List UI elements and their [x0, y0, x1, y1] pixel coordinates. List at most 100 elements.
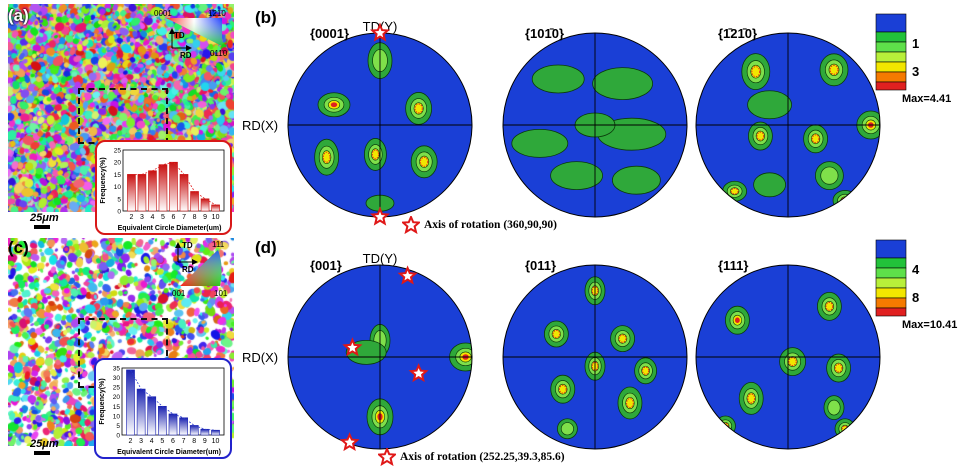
hist-xtick: 7 [182, 214, 186, 221]
ipf-corner-0001: 0001 [154, 9, 172, 18]
hist-xtick: 2 [129, 214, 133, 221]
hist-ytick: 30 [113, 375, 121, 382]
pf-dashed-ring [414, 103, 423, 114]
hist-xtick: 8 [193, 214, 197, 221]
pf-pole-label: {101̄0} [525, 26, 564, 41]
hist-ytick: 0 [117, 209, 121, 216]
ipf-key-c: 111 001 101 TD RD [172, 240, 228, 298]
hist-xtick: 10 [212, 214, 220, 221]
pf-contour [840, 196, 850, 205]
pf-dashed-ring [371, 149, 379, 160]
pf-contour [715, 415, 736, 437]
histogram-a: 0 5 10 15 20 25 2 3 4 5 6 7 8 9 10 Frequency(%) Equivale… [95, 140, 232, 235]
pf-outline [502, 32, 688, 218]
td-axis-c: TD [182, 241, 193, 250]
pf-contour [560, 422, 574, 436]
rd-label: RD(X) [242, 118, 278, 133]
pf-contour [611, 165, 661, 195]
hist-xtick: 6 [172, 214, 176, 221]
hist-xtick: 9 [203, 438, 207, 445]
colorbar-d-tick-8: 8 [912, 290, 919, 305]
hist-trend-line [131, 161, 216, 206]
pf-contour [718, 419, 732, 433]
hist-ytick: 5 [116, 423, 120, 430]
ipf-corner-0110: 011̄0 [210, 49, 228, 58]
hist-ytick: 5 [117, 196, 121, 203]
ipf-corner-111: 111 [212, 240, 225, 249]
hist-bar [190, 191, 199, 212]
hist-ytick: 10 [113, 413, 121, 420]
hist-xtick: 6 [171, 438, 175, 445]
ipf-key-a: 0001 1̄21̄0 011̄0 TD RD [154, 9, 228, 60]
rotation-note-b: Axis of rotation (360,90,90) [402, 216, 557, 234]
hist-bar [179, 174, 189, 212]
star-icon [378, 448, 396, 466]
hist-xtick: 2 [129, 438, 133, 445]
pf-dashed-ring [730, 187, 739, 195]
scalebar-c: 25μm [30, 438, 59, 455]
hist-bar [148, 170, 157, 212]
pf-pole-label: {001} [310, 258, 342, 273]
pf-dashed-ring [834, 363, 843, 373]
colorbar-b-tick-1: 1 [912, 36, 919, 51]
star-icon [402, 216, 420, 234]
colorbar-d: 4 8 Max=10.41 [875, 239, 957, 331]
histogram-c: 0 5 10 15 20 25 30 35 2 3 4 5 6 7 8 9 10 Frequency(%) Equi… [94, 358, 232, 459]
pf-dashed-ring [811, 134, 820, 144]
pf-dashed-ring [618, 334, 627, 343]
td-label: TD(Y) [363, 251, 398, 266]
hist-bar [200, 198, 210, 212]
rotation-star-icon [342, 337, 363, 357]
hist-trend-line [130, 369, 216, 431]
colorbar-d-max: Max=10.41 [902, 319, 957, 331]
pf-dashed-ring [552, 329, 561, 339]
pf-dashed-ring [788, 357, 797, 366]
rd-axis-c: RD [182, 265, 194, 274]
pf-outline [502, 264, 688, 450]
pf-contour [550, 161, 604, 191]
rd-label: RD(X) [242, 350, 278, 365]
rotation-star-icon [369, 22, 391, 42]
hist-bar [127, 174, 136, 212]
hist-ytick: 20 [114, 160, 122, 167]
pf-dashed-ring [420, 156, 429, 167]
ipf-corner-1210: 1̄21̄0 [208, 9, 226, 18]
hist-ytick: 35 [113, 366, 121, 373]
pole-figures-b: {0001}{101̄0}{1̄21̄0}TD(Y)RD(X) [242, 19, 881, 226]
rotation-note-d: Axis of rotation (252.25,39.3,85.6) [378, 448, 565, 466]
rotation-note-b-text: Axis of rotation (360,90,90) [424, 219, 557, 231]
hist-xtick: 3 [140, 214, 144, 221]
pf-pole-label: {0001} [310, 26, 349, 41]
pf-contour [592, 67, 654, 100]
hist-bar [147, 396, 157, 436]
hist-ytick: 15 [114, 172, 122, 179]
hist-xtick: 7 [182, 438, 186, 445]
pf-outline [695, 264, 881, 450]
hist-xtick: 10 [212, 438, 220, 445]
pf-dashed-ring [825, 302, 834, 311]
pf-outline [287, 264, 473, 450]
ipf-corner-101: 101 [214, 289, 228, 298]
pf-dashed-ring [558, 384, 567, 394]
hist-ytick: 15 [113, 404, 121, 411]
panel-c-label: (c) [8, 238, 29, 257]
hist-xlabel: Equivalent Circle Diameter(um) [118, 225, 222, 232]
pf-contour [641, 365, 650, 376]
hist-xtick: 5 [160, 438, 164, 445]
hist-ytick: 25 [113, 385, 121, 392]
hist-bar [179, 417, 188, 436]
colorbar-b: 1 3 Max=4.41 [875, 13, 951, 105]
pf-contour [747, 90, 792, 120]
pf-dashed-ring [751, 66, 761, 78]
hist-xtick: 8 [192, 438, 196, 445]
hist-bar [168, 413, 178, 436]
pf-dashed-ring [642, 366, 650, 375]
scalebar-a-label: 25μm [30, 212, 59, 224]
rotation-star-icon [339, 432, 360, 452]
pf-contour [617, 333, 628, 344]
hist-bar [169, 161, 178, 212]
hist-bar [136, 388, 146, 436]
hist-bar [158, 164, 168, 212]
panel-d-label: (d) [255, 238, 277, 257]
pf-dashed-ring [829, 64, 839, 75]
